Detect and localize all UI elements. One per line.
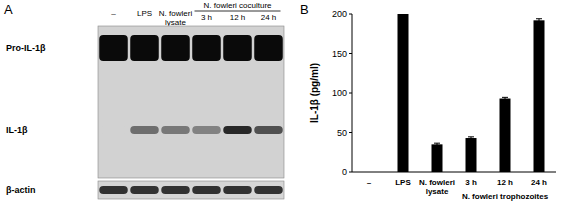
blot-membrane: [98, 181, 284, 199]
band: [223, 186, 252, 194]
error-cap: [434, 143, 440, 144]
error-cap: [502, 99, 508, 100]
band: [99, 35, 128, 61]
bar: [364, 172, 375, 173]
y-tick: [349, 53, 352, 54]
lane-label: 3 h: [201, 13, 212, 22]
row-label: IL-1β: [6, 125, 28, 135]
error-bar: [434, 143, 440, 145]
label-line: lysate: [426, 187, 449, 196]
panel-label: A: [4, 2, 13, 17]
group-bracket: [195, 11, 281, 12]
band: [161, 35, 190, 61]
bar: [534, 20, 545, 172]
error-cap: [536, 21, 542, 22]
label-line: lysate: [165, 18, 186, 27]
lane-label: N. fowlerilysate: [159, 9, 193, 27]
lane-label: 12 h: [230, 13, 246, 22]
row-label: Pro-IL-1β: [6, 43, 46, 53]
panel-label: B: [300, 2, 309, 17]
y-axis-label: IL-1β (pg/ml): [309, 63, 320, 123]
y-tick-label: 50: [337, 128, 347, 138]
bar: [398, 14, 409, 172]
x-tick-label: 24 h: [531, 178, 547, 187]
y-tick: [349, 172, 352, 173]
error-bar: [536, 19, 542, 22]
band: [192, 126, 221, 134]
x-tick-label: LPS: [395, 178, 411, 187]
band: [254, 35, 283, 61]
y-tick: [349, 132, 352, 133]
lane-label: LPS: [137, 9, 152, 18]
bars: [398, 14, 545, 172]
band: [254, 186, 283, 194]
error-cap: [536, 18, 542, 19]
lane-group-header: N. fowleri coculture: [203, 1, 272, 10]
lane-label: 24 h: [261, 13, 277, 22]
band: [192, 35, 221, 61]
band: [192, 186, 221, 194]
error-cap: [468, 139, 474, 140]
error-cap: [434, 145, 440, 146]
band: [161, 126, 190, 134]
error-cap: [502, 97, 508, 98]
bar: [432, 144, 443, 172]
band: [254, 126, 283, 134]
error-bar: [502, 97, 508, 99]
error-cap: [468, 136, 474, 137]
error-bar: [468, 137, 474, 139]
y-tick-label: 150: [332, 49, 347, 59]
x-tick-label: 3 h: [465, 178, 477, 187]
x-tick-label: –: [367, 178, 372, 187]
label-line: N. fowleri: [419, 178, 455, 187]
y-tick: [349, 14, 352, 15]
band: [223, 126, 252, 134]
y-tick-label: 200: [332, 9, 347, 19]
band: [99, 186, 128, 194]
band: [223, 35, 252, 61]
label-line: N. fowleri: [159, 9, 193, 18]
y-tick-label: 0: [342, 167, 347, 177]
x-tick-label: N. fowlerilysate: [419, 178, 455, 196]
band: [130, 35, 159, 61]
figure: A–LPSN. fowlerilysate3 h12 h24 hN. fowle…: [0, 0, 563, 207]
y-tick-label: 100: [332, 88, 347, 98]
x-axis: [352, 172, 556, 173]
band: [130, 126, 159, 134]
y-tick: [349, 93, 352, 94]
band: [130, 186, 159, 194]
bar: [466, 138, 477, 172]
panel-b: B 0 50 100 150 200 IL-1β (pg/ml) – LPS N. fowleri…: [300, 2, 556, 201]
lane-label: –: [111, 9, 116, 18]
band: [99, 126, 128, 134]
panel-a: A – LPS N. fowlerilysate 3 h 12 h 24 h N. fowle…: [4, 1, 284, 199]
row-label: β-actin: [6, 185, 36, 195]
x-tick-label: 12 h: [497, 178, 513, 187]
band: [161, 186, 190, 194]
bar: [500, 99, 511, 172]
category-group-label: N. fowleri trophozoites: [462, 192, 549, 201]
blot-membrane: [98, 26, 284, 178]
